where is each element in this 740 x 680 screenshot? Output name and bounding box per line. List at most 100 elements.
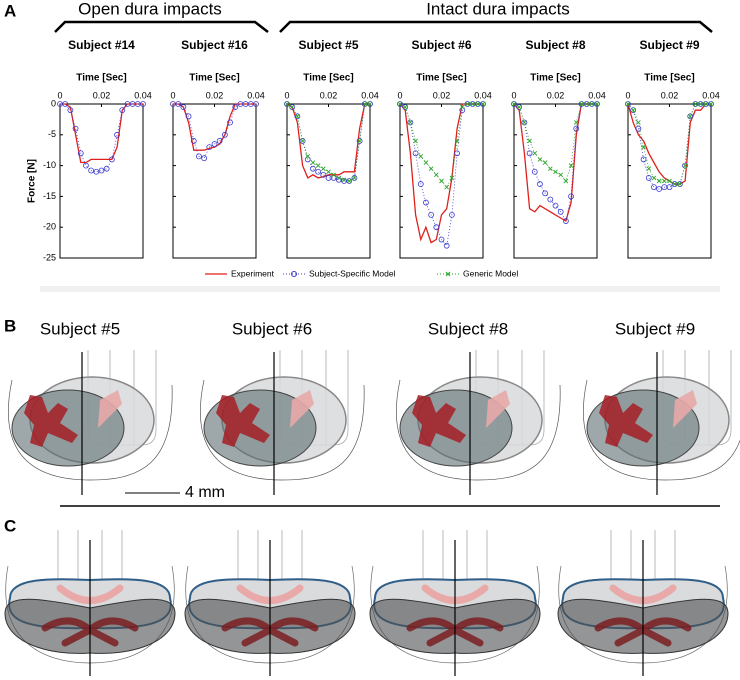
series-marker — [667, 178, 672, 184]
series-marker — [656, 186, 663, 192]
series-line — [513, 103, 597, 182]
series-marker — [672, 181, 678, 187]
plot-frame — [286, 103, 371, 259]
series-marker — [397, 101, 403, 107]
x-tick-label: 0 — [625, 90, 630, 100]
series-marker — [305, 154, 311, 159]
chart-title: Subject #5 — [298, 38, 358, 52]
x-tick-label: 0.02 — [206, 90, 224, 100]
x-tick-label: 0 — [284, 90, 289, 100]
series-marker — [687, 114, 693, 119]
x-axis-label: Time [Sec] — [189, 73, 239, 84]
series-marker — [630, 107, 636, 113]
gray-matter — [486, 390, 510, 428]
series-marker — [346, 178, 353, 184]
series-marker — [563, 178, 569, 184]
series-marker — [682, 163, 688, 168]
series-line — [399, 103, 483, 247]
series-marker — [449, 175, 455, 181]
series-marker — [93, 168, 100, 175]
group-label: Open dura impacts — [78, 0, 222, 18]
x-tick-label: 0.02 — [433, 90, 451, 100]
series-marker — [412, 150, 419, 157]
series-marker — [119, 107, 126, 114]
separator — [40, 286, 720, 292]
gray-matter — [216, 395, 270, 447]
chart-title: Subject #8 — [525, 38, 585, 52]
gray-matter — [599, 395, 653, 447]
x-axis-label: Time [Sec] — [644, 73, 694, 84]
legend-label: Experiment — [231, 268, 275, 278]
series-marker — [693, 101, 698, 107]
series-marker — [227, 119, 233, 126]
series-marker — [516, 104, 522, 110]
series-marker — [216, 138, 223, 144]
series-marker — [428, 211, 435, 218]
series-marker — [557, 208, 564, 215]
group-label: Intact dura impacts — [426, 0, 570, 18]
series-marker — [651, 175, 657, 181]
series-marker — [475, 101, 481, 107]
x-tick-label: 0.02 — [320, 90, 338, 100]
series-marker — [284, 101, 290, 107]
series-marker — [232, 104, 239, 110]
series-marker — [532, 150, 538, 156]
subject-label: Subject #9 — [615, 319, 695, 338]
series-marker — [402, 104, 409, 110]
series-marker — [300, 138, 305, 144]
series-marker — [408, 120, 413, 125]
x-tick-label: 0.02 — [93, 90, 111, 100]
series-marker — [465, 101, 470, 107]
series-marker — [417, 181, 424, 187]
series-marker — [352, 175, 357, 181]
series-marker — [552, 202, 559, 209]
plot-frame — [513, 103, 598, 259]
series-marker — [402, 104, 408, 110]
outline — [199, 379, 365, 481]
series-marker — [553, 169, 558, 175]
gray-matter — [412, 395, 466, 447]
series-marker — [67, 107, 74, 114]
series-marker — [698, 101, 703, 107]
gray-matter — [24, 395, 78, 447]
x-axis-label: Time [Sec] — [416, 73, 466, 84]
x-axis-label: Time [Sec] — [303, 73, 353, 84]
series-marker — [676, 181, 683, 187]
subject-label: Subject #5 — [40, 319, 120, 338]
series-marker — [423, 160, 429, 165]
series-marker — [140, 101, 146, 107]
x-axis-label: Time [Sec] — [530, 73, 580, 84]
series-line — [286, 103, 370, 179]
series-marker — [103, 165, 110, 172]
series-marker — [708, 101, 714, 107]
series-marker — [521, 119, 528, 126]
series-marker — [661, 178, 667, 184]
y-tick-label: -5 — [48, 129, 56, 139]
series-marker — [677, 181, 683, 187]
series-marker — [522, 120, 527, 125]
outline — [582, 379, 740, 481]
series-line — [60, 103, 143, 173]
series-marker — [315, 163, 321, 168]
series-marker — [568, 163, 574, 168]
series-marker — [428, 166, 434, 171]
series-marker — [88, 167, 95, 174]
series-marker — [413, 138, 418, 144]
series-marker — [190, 138, 197, 144]
series-marker — [444, 184, 450, 190]
subject-label: Subject #8 — [428, 319, 508, 338]
series-marker — [211, 141, 218, 147]
series-marker — [531, 168, 538, 175]
series-marker — [640, 156, 647, 163]
chart-title: Subject #14 — [68, 38, 135, 52]
series-marker — [454, 150, 460, 157]
series-marker — [310, 165, 316, 172]
series-marker — [295, 114, 300, 119]
series-marker — [438, 236, 445, 243]
gray-matter — [673, 390, 697, 428]
series-marker — [526, 150, 533, 157]
chart-title: Subject #6 — [411, 38, 471, 52]
series-marker — [418, 154, 424, 159]
series-marker — [547, 166, 553, 171]
